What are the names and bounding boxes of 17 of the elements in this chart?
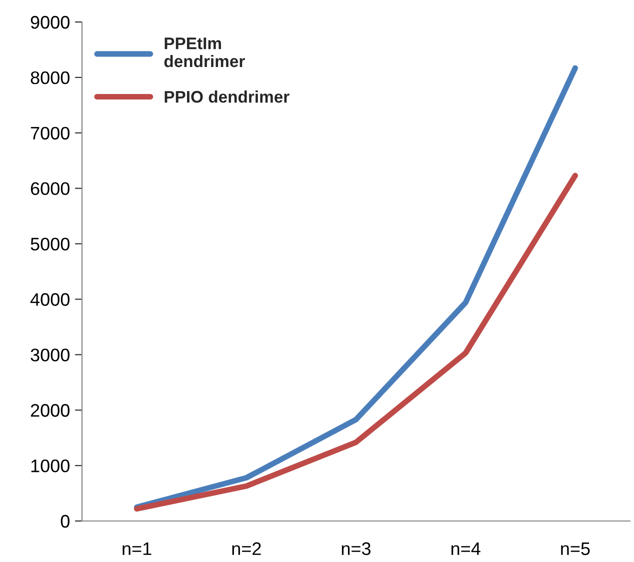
y-tick-label: 7000 [30, 126, 70, 140]
y-tick-label: 1000 [31, 459, 70, 472]
y-tick-label: 0 [60, 514, 70, 528]
x-tick-label: n=1 [122, 542, 152, 555]
y-tick-label: 5000 [30, 238, 70, 250]
x-tick-label: n=5 [561, 542, 590, 556]
y-tick-label: 9000 [30, 16, 70, 29]
y-tick-label: 3000 [30, 348, 70, 362]
legend-label: PPEtIm dendrimer [164, 38, 245, 68]
legend-label: PPIO dendrimer [164, 90, 290, 103]
x-tick-label: n=3 [342, 542, 371, 556]
y-tick-label: 6000 [30, 182, 70, 196]
y-tick-label: 4000 [30, 293, 70, 306]
x-tick-label: n=2 [232, 542, 261, 555]
y-tick-label: 8000 [30, 71, 70, 84]
y-tick-label: 2000 [30, 404, 70, 417]
x-tick-label: n=4 [451, 542, 480, 555]
